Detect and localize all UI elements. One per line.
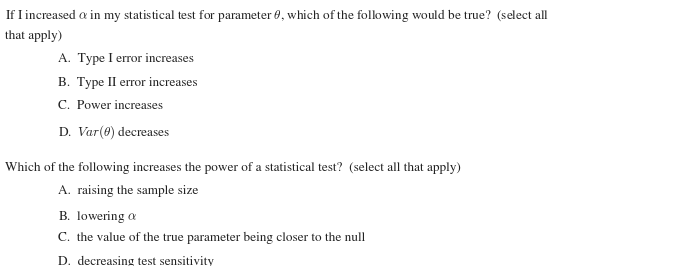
Text: C.  Power increases: C. Power increases [58,100,163,112]
Text: that apply): that apply) [5,30,62,42]
Text: C.  the value of the true parameter being closer to the null: C. the value of the true parameter being… [58,232,366,244]
Text: A.  raising the sample size: A. raising the sample size [58,185,199,197]
Text: D.  decreasing test sensitivity: D. decreasing test sensitivity [58,255,214,266]
Text: If I increased $\alpha$ in my statistical test for parameter $\theta$, which of : If I increased $\alpha$ in my statistica… [5,7,550,24]
Text: B.  Type II error increases: B. Type II error increases [58,77,198,89]
Text: Which of the following increases the power of a statistical test?  (select all t: Which of the following increases the pow… [5,162,462,174]
Text: D.  $Var(\theta)$ decreases: D. $Var(\theta)$ decreases [58,124,170,142]
Text: B.  lowering $\alpha$: B. lowering $\alpha$ [58,209,137,225]
Text: A.  Type I error increases: A. Type I error increases [58,53,194,65]
